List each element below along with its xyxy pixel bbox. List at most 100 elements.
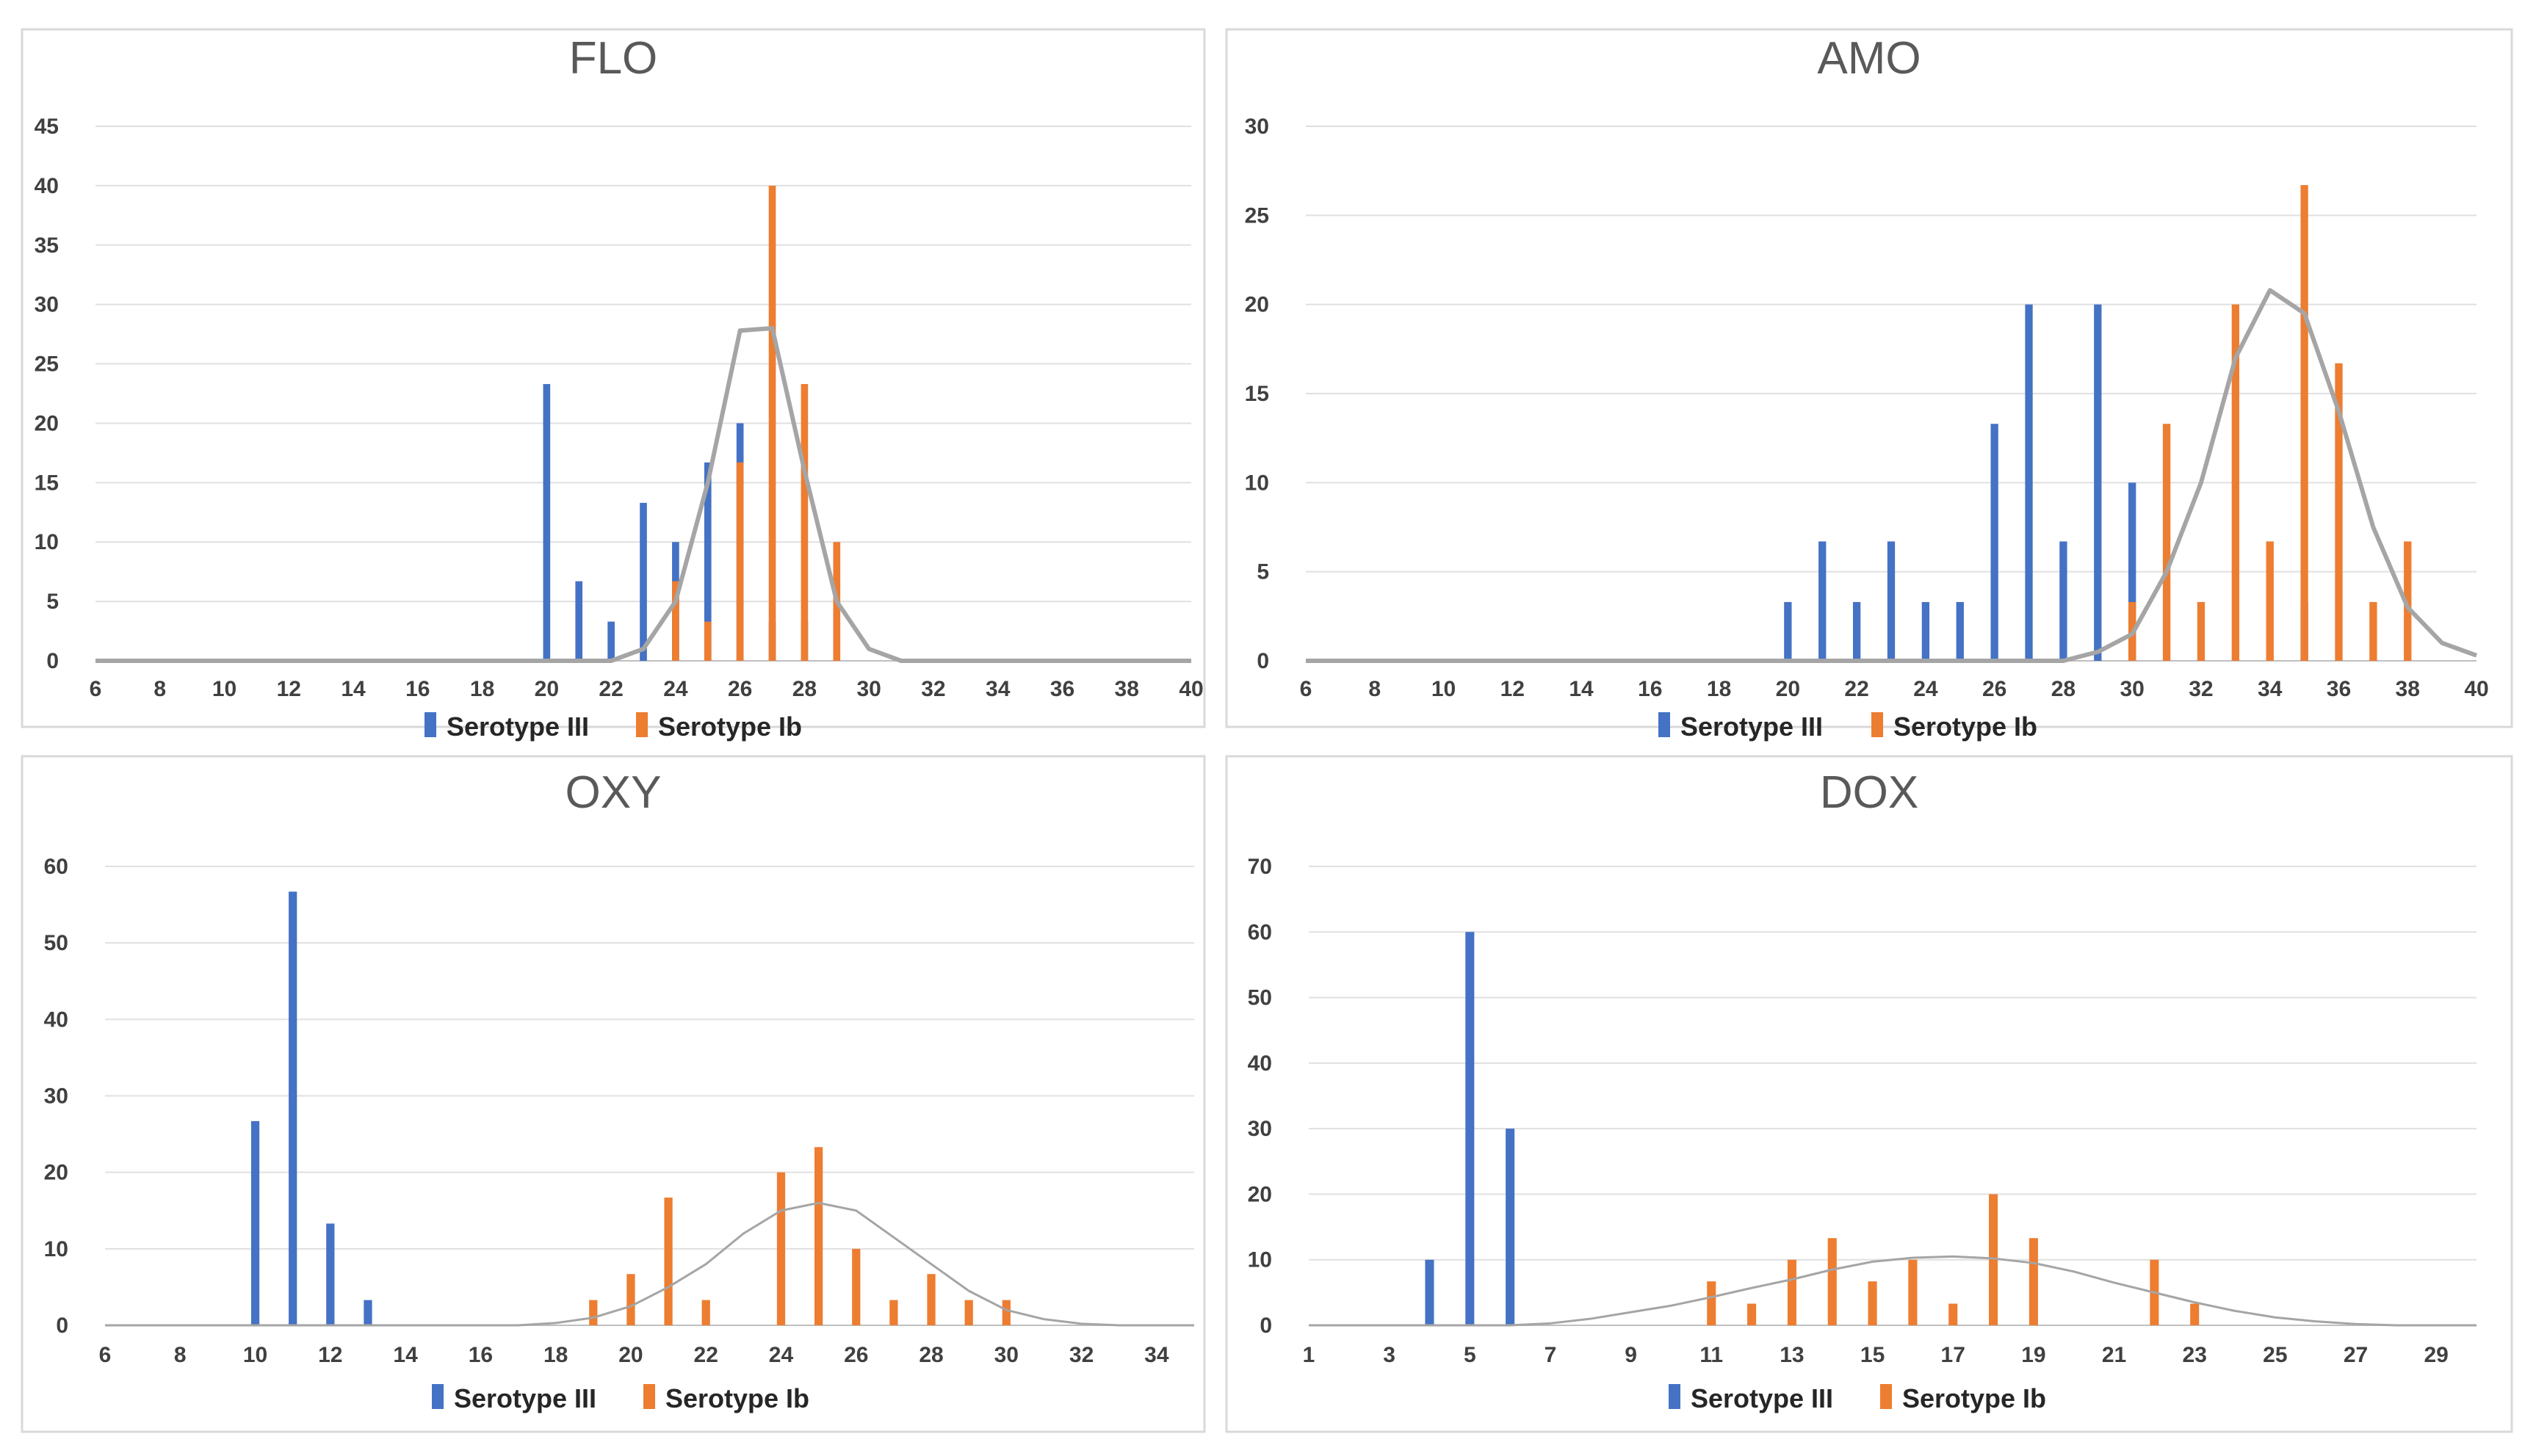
oxy-legend-label-serotype-iii: Serotype III [454, 1383, 596, 1413]
dox-chart-title: DOX [1820, 767, 1918, 818]
amo-x-tick-label: 34 [2258, 677, 2283, 701]
dox-legend-label-serotype-ib: Serotype Ib [1902, 1383, 2046, 1413]
amo-x-tick-label: 10 [1431, 677, 1456, 701]
amo-x-tick-label: 30 [2120, 677, 2144, 701]
amo-legend-label-serotype-iii: Serotype III [1680, 711, 1823, 742]
oxy-bar-serotype-iii [364, 1300, 372, 1325]
flo-legend-label-serotype-iii: Serotype III [447, 711, 589, 742]
oxy-y-tick-label: 20 [44, 1161, 68, 1185]
oxy-y-tick-label: 0 [56, 1314, 68, 1338]
oxy-bar-serotype-ib [626, 1274, 635, 1325]
flo-legend-label-serotype-ib: Serotype Ib [658, 711, 802, 742]
flo-x-tick-label: 30 [856, 677, 881, 701]
flo-chart: FLO 0 5 10 15 20 25 30 35 40 45 6 8 10 12 14 16 18 20 22 24 2… [21, 28, 1206, 742]
flo-x-tick-label: 12 [277, 677, 301, 701]
dox-fit-curve [1309, 1255, 2477, 1327]
dox-bar-serotype-ib [2190, 1303, 2200, 1325]
dox-y-tick-label: 20 [1248, 1182, 1272, 1206]
amo-bar-serotype-iii [2059, 541, 2067, 661]
amo-legend-label-serotype-ib: Serotype Ib [1893, 711, 2037, 742]
flo-x-tick-label: 34 [986, 677, 1011, 701]
amo-legend-swatch-serotype-iii [1658, 712, 1670, 737]
flo-x-tick-label: 38 [1115, 677, 1139, 701]
dox-legend-label-serotype-iii: Serotype III [1691, 1383, 1833, 1413]
oxy-chart-title: OXY [566, 767, 662, 818]
amo-x-tick-label: 20 [1776, 677, 1800, 701]
oxy-x-tick-label: 20 [618, 1343, 643, 1367]
amo-x-tick-label: 36 [2327, 677, 2351, 701]
oxy-bar-serotype-ib [776, 1172, 786, 1325]
flo-y-tick-label: 5 [46, 590, 59, 614]
flo-bar-serotype-ib [704, 621, 712, 661]
amo-bar-serotype-ib [2369, 601, 2377, 661]
dox-x-tick-label: 15 [1860, 1343, 1885, 1367]
amo-x-tick-label: 6 [1300, 677, 1312, 701]
flo-x-tick-label: 18 [470, 677, 494, 701]
flo-legend-swatch-serotype-ib [636, 712, 648, 737]
amo-bar-serotype-ib [2162, 424, 2171, 661]
flo-y-tick-label: 15 [35, 471, 59, 495]
amo-bar-serotype-ib [2404, 541, 2412, 661]
amo-y-tick-label: 30 [1245, 115, 1269, 139]
amo-x-tick-label: 8 [1368, 677, 1381, 701]
flo-x-tick-label: 24 [663, 677, 688, 701]
oxy-y-tick-label: 30 [44, 1084, 68, 1109]
dox-x-tick-label: 1 [1303, 1343, 1315, 1367]
amo-bar-serotype-ib [2197, 601, 2206, 661]
flo-x-tick-label: 28 [792, 677, 817, 701]
flo-y-tick-label: 0 [46, 649, 59, 673]
flo-x-tick-label: 20 [535, 677, 559, 701]
amo-panel-frame [1225, 28, 2513, 728]
flo-bar-serotype-iii [640, 502, 647, 661]
amo-bar-serotype-ib [2231, 304, 2239, 661]
amo-bar-serotype-ib [2335, 363, 2343, 661]
flo-bar-serotype-ib [768, 185, 776, 661]
oxy-x-tick-label: 30 [994, 1343, 1019, 1367]
dox-y-tick-label: 70 [1248, 855, 1272, 879]
dox-x-tick-label: 29 [2424, 1343, 2448, 1367]
amo-y-tick-label: 25 [1245, 203, 1269, 228]
oxy-panel-frame [21, 755, 1206, 1433]
flo-x-tick-label: 16 [405, 677, 430, 701]
amo-y-tick-label: 15 [1245, 382, 1269, 406]
flo-bar-serotype-iii [575, 581, 583, 661]
oxy-bar-serotype-ib [814, 1147, 823, 1325]
oxy-bar-serotype-iii [289, 891, 297, 1325]
amo-bar-serotype-iii [1784, 601, 1792, 661]
flo-y-tick-label: 35 [35, 233, 59, 258]
dox-bar-serotype-ib [1868, 1281, 1877, 1325]
flo-y-tick-label: 20 [35, 411, 59, 435]
oxy-chart: OXY 0 10 20 30 40 50 60 6 8 10 12 14 16 18 20 22 24 26 28 30… [21, 755, 1206, 1433]
dox-x-tick-label: 25 [2263, 1343, 2287, 1367]
amo-chart-title: AMO [1817, 33, 1921, 84]
amo-y-tick-label: 10 [1245, 471, 1269, 495]
flo-x-tick-label: 8 [153, 677, 166, 701]
amo-x-tick-label: 16 [1638, 677, 1662, 701]
dox-x-tick-label: 21 [2102, 1343, 2126, 1367]
dox-x-tick-label: 19 [2021, 1343, 2045, 1367]
oxy-x-tick-label: 8 [174, 1343, 187, 1367]
oxy-bar-serotype-iii [326, 1223, 335, 1325]
amo-bar-serotype-iii [1818, 541, 1827, 661]
amo-x-tick-label: 26 [1982, 677, 2006, 701]
amo-fit-curve [1306, 288, 2478, 663]
amo-chart: AMO 0 5 10 15 20 25 30 6 8 10 12 14 16 18 20 22 24 26 28 30 3… [1225, 28, 2513, 742]
flo-y-tick-label: 40 [35, 174, 59, 198]
amo-bar-serotype-iii [1990, 424, 1998, 661]
oxy-fit-curve [105, 1201, 1194, 1327]
flo-legend-swatch-serotype-iii [425, 712, 436, 737]
oxy-x-tick-label: 24 [769, 1343, 794, 1367]
oxy-x-tick-label: 10 [243, 1343, 267, 1367]
amo-bar-serotype-ib [2266, 541, 2274, 661]
oxy-bar-serotype-ib [701, 1300, 710, 1325]
flo-chart-title: FLO [569, 33, 658, 84]
oxy-bar-serotype-ib [589, 1300, 598, 1325]
amo-x-tick-label: 28 [2051, 677, 2076, 701]
flo-bar-serotype-iii [543, 384, 551, 661]
dox-bar-serotype-iii [1425, 1259, 1434, 1325]
oxy-x-tick-label: 18 [543, 1343, 568, 1367]
oxy-bar-serotype-ib [1002, 1300, 1011, 1325]
flo-x-tick-label: 14 [341, 677, 366, 701]
